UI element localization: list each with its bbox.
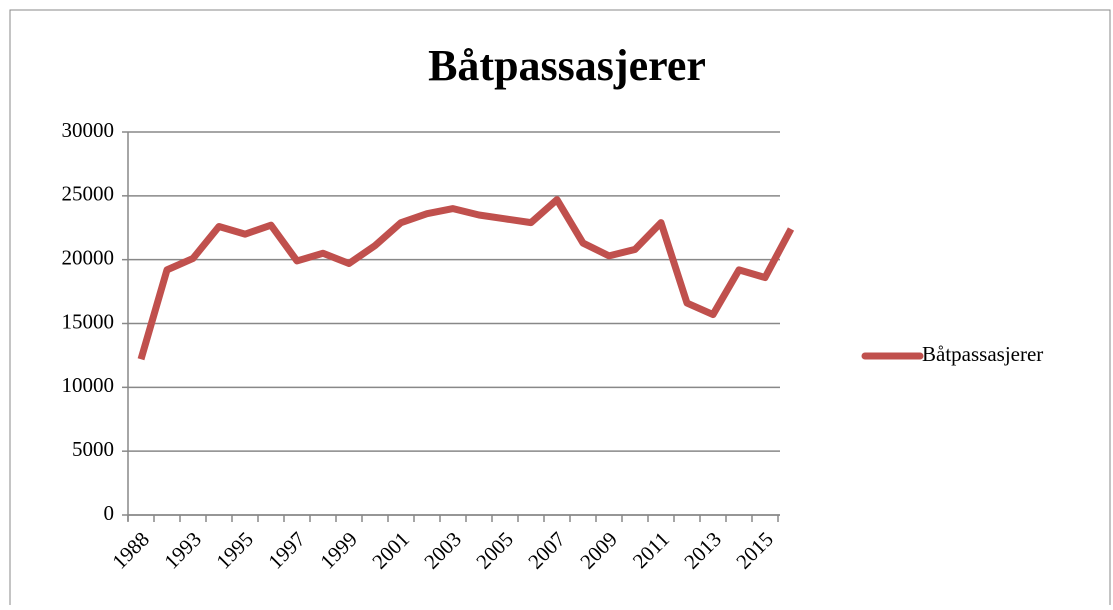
y-tick-label: 20000 <box>62 245 115 269</box>
legend-label: Båtpassasjerer <box>922 342 1043 366</box>
y-tick-label: 15000 <box>62 309 115 333</box>
y-tick-label: 25000 <box>62 182 115 206</box>
y-tick-label: 5000 <box>72 437 114 461</box>
series-line <box>137 196 795 361</box>
y-tick-label: 0 <box>104 501 115 525</box>
y-tick-label: 10000 <box>62 373 115 397</box>
chart-title: Båtpassasjerer <box>428 41 706 90</box>
y-tick-label: 30000 <box>62 118 115 142</box>
chart-border <box>9 9 1111 610</box>
